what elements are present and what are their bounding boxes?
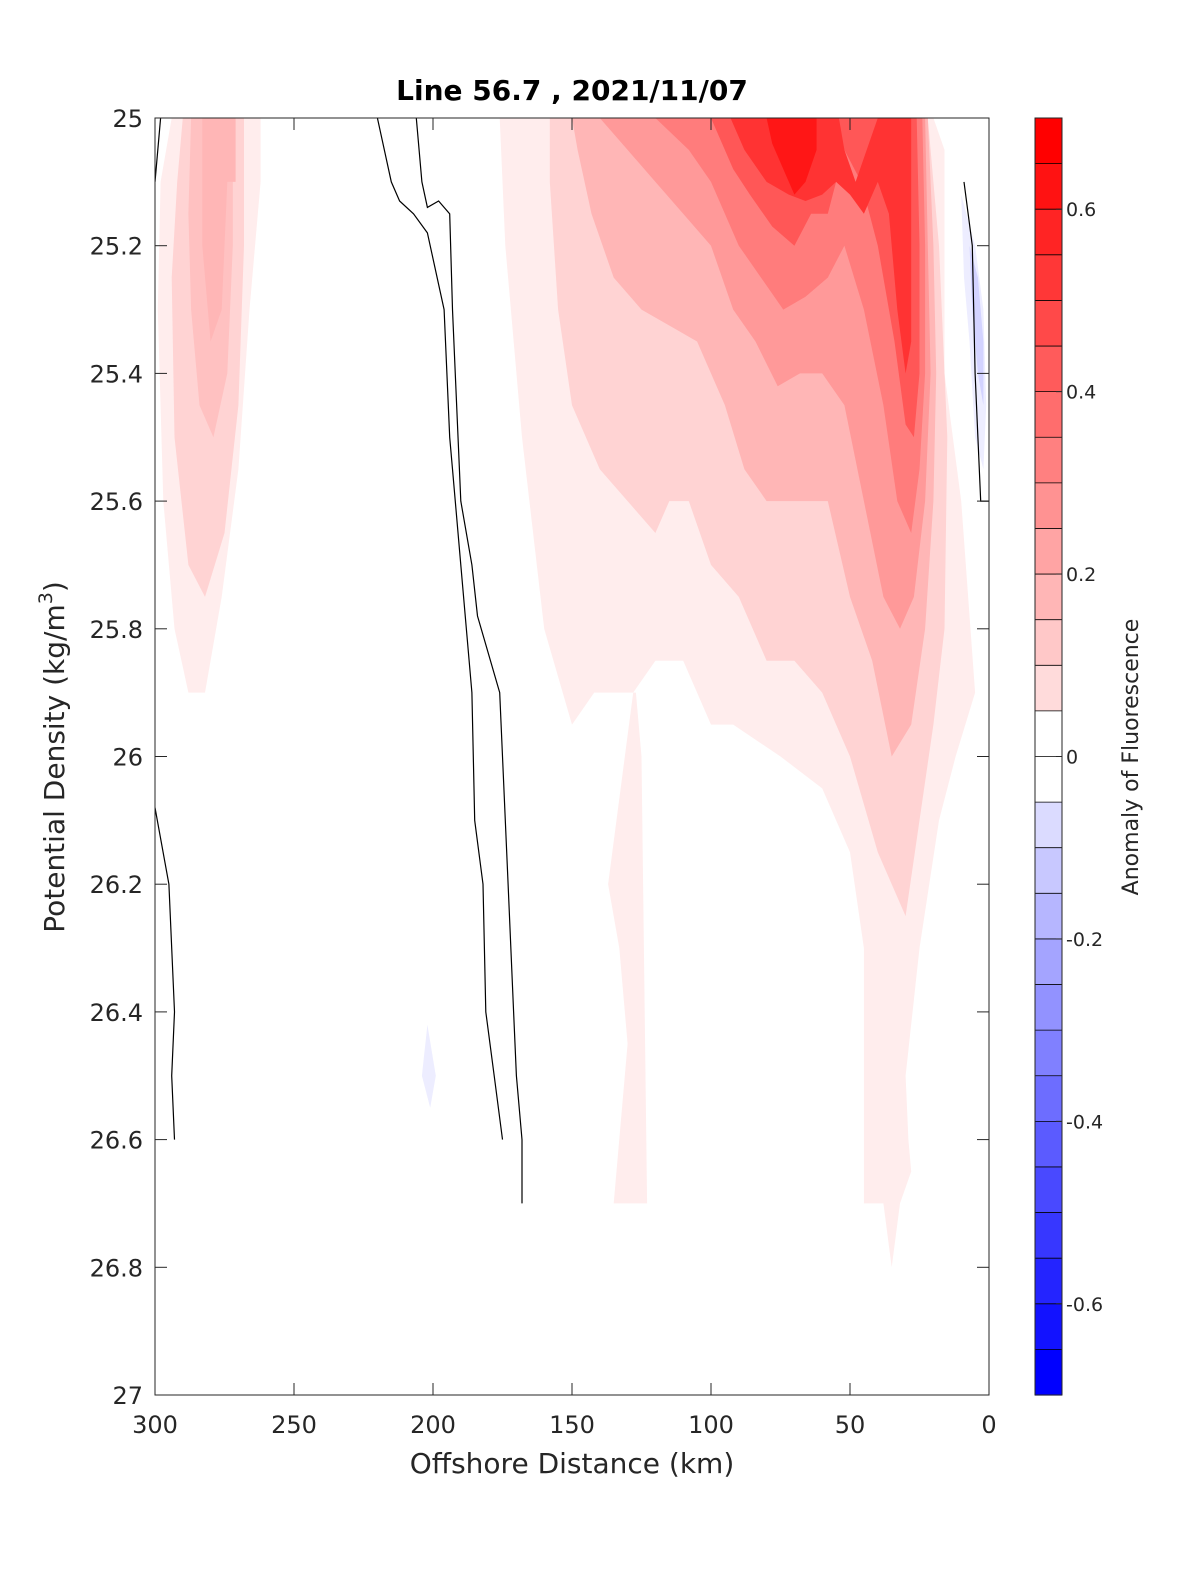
colorbar-band xyxy=(1035,437,1062,484)
colorbar-tick-label: -0.6 xyxy=(1066,1294,1103,1316)
colorbar-tick-label: 0.4 xyxy=(1066,382,1096,404)
x-tick-label: 50 xyxy=(835,1411,866,1439)
colorbar-tick-label: 0.2 xyxy=(1066,564,1096,586)
y-axis-label-main: Potential Density (kg/m xyxy=(38,604,71,933)
colorbar-band xyxy=(1035,163,1062,210)
colorbar-band xyxy=(1035,1075,1062,1122)
x-axis: 300 250 200 150 100 50 0 xyxy=(132,118,997,1439)
colorbar-band xyxy=(1035,619,1062,666)
small-negative-patch-fill-14 xyxy=(421,1024,436,1108)
y-tick-label: 26.6 xyxy=(90,1127,143,1155)
y-tick-label: 26.4 xyxy=(90,999,143,1027)
y-tick-label: 25.8 xyxy=(90,616,143,644)
colorbar-band xyxy=(1035,1303,1062,1350)
x-tick-label: 250 xyxy=(271,1411,317,1439)
colorbar-band xyxy=(1035,1349,1062,1396)
colorbar-band xyxy=(1035,391,1062,438)
y-axis-label-close: ) xyxy=(38,581,71,592)
y-axis: 25 25.2 25.4 25.6 25.8 26 26.2 26.4 26.6 26.8 27 xyxy=(90,105,989,1410)
colorbar-band xyxy=(1035,574,1062,621)
zero-contour-line-3 xyxy=(155,807,176,1140)
inshore-positive-fill-8 xyxy=(655,118,926,533)
y-tick-label: 26.8 xyxy=(90,1254,143,1282)
colorbar-tick-label: -0.2 xyxy=(1066,929,1103,951)
colorbar-tick-label: -0.4 xyxy=(1066,1111,1103,1133)
zero-contour-line-0 xyxy=(155,118,162,182)
zero-contour-line-2 xyxy=(415,118,523,1204)
colorbar-band xyxy=(1035,710,1062,758)
y-tick-label: 26 xyxy=(112,744,143,772)
y-tick-label: 25.4 xyxy=(90,360,143,388)
colorbar-band xyxy=(1035,209,1062,256)
x-tick-label: 0 xyxy=(981,1411,996,1439)
colorbar-band xyxy=(1035,802,1062,849)
colorbar-tick-label: 0 xyxy=(1066,747,1078,769)
colorbar-band xyxy=(1035,984,1062,1031)
x-tick-label: 300 xyxy=(132,1411,178,1439)
colorbar-band xyxy=(1035,1166,1062,1214)
colorbar-band xyxy=(1035,254,1062,302)
x-axis-label: Offshore Distance (km) xyxy=(410,1447,735,1480)
y-tick-label: 26.2 xyxy=(90,871,143,899)
colorbar-ticks: 0.6 0.4 0.2 0 -0.2 -0.4 -0.6 xyxy=(1056,199,1103,1316)
colorbar-band xyxy=(1035,346,1062,393)
contour-fills xyxy=(157,118,987,1268)
colorbar-band xyxy=(1035,893,1062,940)
colorbar-band xyxy=(1035,1212,1062,1259)
y-axis-label-superscript: 3 xyxy=(35,592,57,604)
y-tick-label: 25.6 xyxy=(90,488,143,516)
colorbar-band xyxy=(1035,847,1062,894)
x-tick-label: 100 xyxy=(688,1411,734,1439)
colorbar-band xyxy=(1035,118,1062,165)
colorbar-band xyxy=(1035,1121,1062,1168)
colorbar-tick-label: 0.6 xyxy=(1066,199,1096,221)
chart-title: Line 56.7 , 2021/11/07 xyxy=(396,74,748,107)
y-axis-label: Potential Density (kg/m3) xyxy=(35,581,71,933)
y-tick-label: 27 xyxy=(112,1382,143,1410)
y-tick-label: 25 xyxy=(112,105,143,133)
zero-contour-line-1 xyxy=(376,118,504,1140)
colorbar-band xyxy=(1035,482,1062,530)
x-tick-label: 200 xyxy=(410,1411,456,1439)
colorbar xyxy=(1035,118,1062,1396)
colorbar-label: Anomaly of Fluorescence xyxy=(1119,619,1144,896)
colorbar-band xyxy=(1035,1030,1062,1077)
inshore-positive-fill-11 xyxy=(766,118,817,195)
zero-contour-lines xyxy=(155,118,989,1204)
y-tick-label: 25.2 xyxy=(90,233,143,261)
colorbar-band xyxy=(1035,665,1062,712)
x-tick-label: 150 xyxy=(549,1411,595,1439)
colorbar-band xyxy=(1035,528,1062,575)
colorbar-band xyxy=(1035,300,1062,347)
colorbar-band xyxy=(1035,938,1062,986)
colorbar-band xyxy=(1035,756,1062,803)
inshore-positive-fill-10 xyxy=(730,118,912,374)
offshore-positive-lobe-fill-3 xyxy=(202,118,236,342)
colorbar-band xyxy=(1035,1258,1062,1305)
